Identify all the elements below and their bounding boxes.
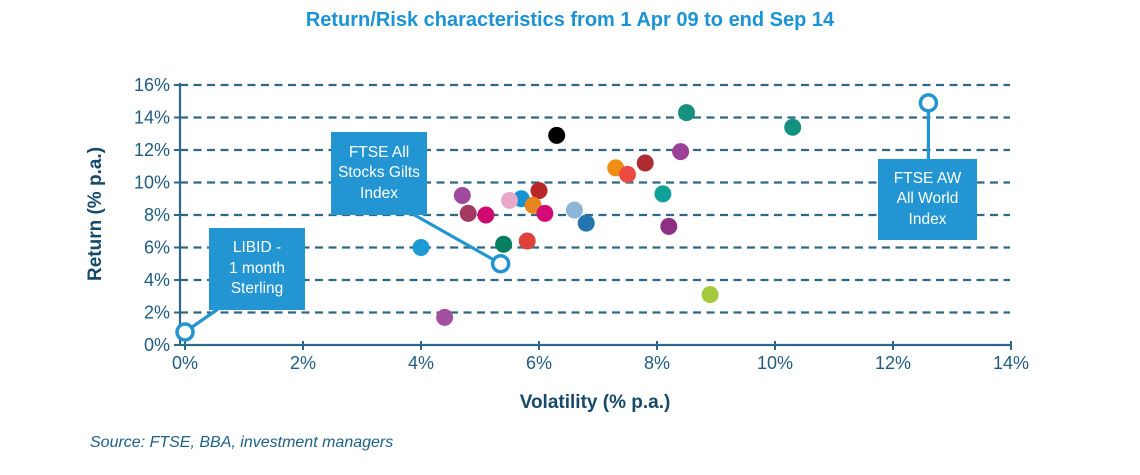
scatter-point [453,187,471,204]
scatter-point [518,232,536,250]
scatter-point [548,126,566,144]
x-tick-label: 0% [172,353,198,373]
scatter-point [577,214,595,232]
y-axis-title: Return (% p.a.) [85,146,106,282]
callout-label: LIBID -1 month Sterling [228,239,285,298]
scatter-point [530,182,548,200]
x-tick-label: 12% [875,353,911,373]
callout-label: FTSE All Stocks Gilts Index [338,143,420,202]
scatter-point [436,308,454,326]
scatter-point [784,118,802,136]
y-tick-label: 4% [144,270,170,290]
scatter-point [672,143,690,161]
x-tick-label: 14% [993,353,1029,373]
callout-aw: FTSE AW All World Index [878,159,977,240]
y-tick-label: 0% [144,335,170,355]
scatter-point [412,239,430,256]
scatter-point [536,204,554,222]
scatter-point [501,191,518,209]
x-tick-label: 10% [757,353,793,373]
callout-libid: LIBID -1 month Sterling [209,228,305,310]
scatter-point [701,286,719,304]
scatter-point [654,185,672,203]
callout-gilts: FTSE All Stocks Gilts Index [331,132,427,215]
y-tick-label: 6% [144,238,170,258]
scatter-point [619,165,636,183]
annotation-marker [918,93,939,113]
x-tick-label: 6% [526,353,552,373]
y-tick-label: 14% [134,108,170,128]
x-tick-label: 2% [290,353,316,373]
scatter-point [565,201,583,219]
annotation-marker [490,254,511,274]
y-tick-label: 8% [144,205,170,225]
y-tick-label: 12% [134,140,170,160]
y-tick-label: 10% [134,173,170,193]
x-tick-label: 8% [644,353,670,373]
scatter-point [678,104,695,122]
y-tick-label: 2% [144,303,170,323]
annotation-connector [410,211,502,266]
annotation-marker [175,322,195,342]
scatter-point [495,235,513,253]
x-tick-label: 4% [408,353,434,373]
y-tick-label: 16% [134,75,170,95]
x-axis-title: Volatility (% p.a.) [519,392,671,413]
scatter-point [459,204,477,222]
source-note: Source: FTSE, BBA, investment managers [90,434,394,451]
scatter-point [477,206,495,224]
callout-label: FTSE AW All World Index [893,169,962,228]
chart-title: Return/Risk characteristics from 1 Apr 0… [305,9,835,31]
scatter-point [660,217,678,235]
scatter-point [636,154,654,172]
